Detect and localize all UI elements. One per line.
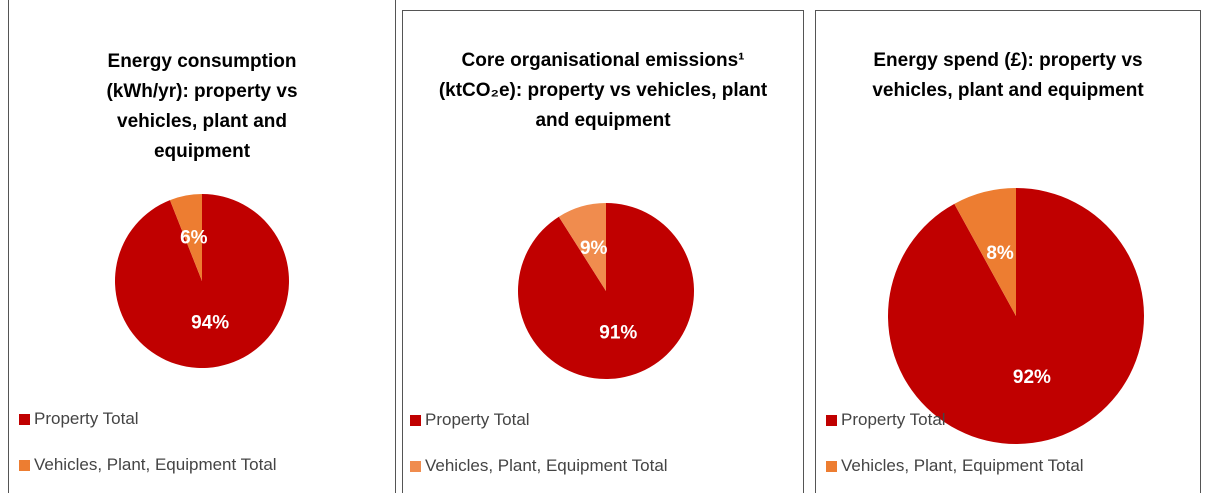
pie-slice	[558, 203, 606, 291]
chart-title: Energy consumption (kWh/yr): property vs…	[106, 51, 298, 162]
legend-swatch	[19, 413, 30, 425]
data-label: 91%	[599, 322, 637, 343]
legend-label: Vehicles, Plant, Equipment Total	[34, 455, 277, 474]
chart-panel: Core organisational emissions¹ (ktCO₂e):…	[402, 10, 804, 493]
legend-item: Property Total	[19, 409, 139, 429]
legend-swatch	[826, 460, 837, 472]
pie-chart: 92% 8%	[888, 188, 1144, 445]
legend-item: Property Total	[410, 410, 530, 430]
chart-panel: Energy consumption (kWh/yr): property vs…	[8, 0, 396, 493]
pie-chart: 91% 9%	[518, 203, 694, 379]
data-label: 9%	[580, 238, 608, 259]
legend-label: Vehicles, Plant, Equipment Total	[425, 456, 668, 475]
legend-item: Vehicles, Plant, Equipment Total	[826, 456, 1084, 476]
legend-label: Property Total	[425, 410, 530, 429]
legend-label: Property Total	[841, 410, 946, 429]
legend-swatch	[410, 460, 421, 472]
legend-swatch	[826, 414, 837, 426]
data-label: 92%	[1013, 367, 1051, 388]
legend-label: Vehicles, Plant, Equipment Total	[841, 456, 1084, 475]
pie-slice	[888, 188, 1144, 445]
legend-swatch	[410, 414, 421, 426]
legend-item: Property Total	[826, 410, 946, 430]
legend-swatch	[19, 459, 30, 471]
legend-item: Vehicles, Plant, Equipment Total	[19, 455, 277, 475]
data-label: 8%	[986, 243, 1014, 264]
chart-panel: Energy spend (£): property vs vehicles, …	[815, 10, 1201, 493]
chart-title: Core organisational emissions¹ (ktCO₂e):…	[438, 50, 768, 131]
chart-title: Energy spend (£): property vs vehicles, …	[872, 50, 1144, 101]
legend-label: Property Total	[34, 409, 139, 428]
legend-item: Vehicles, Plant, Equipment Total	[410, 456, 668, 476]
data-label: 94%	[191, 313, 229, 334]
pie-slice	[954, 188, 1016, 316]
pie-chart: 94% 6%	[115, 194, 290, 369]
data-label: 6%	[180, 227, 208, 248]
pie-slice	[169, 194, 202, 281]
